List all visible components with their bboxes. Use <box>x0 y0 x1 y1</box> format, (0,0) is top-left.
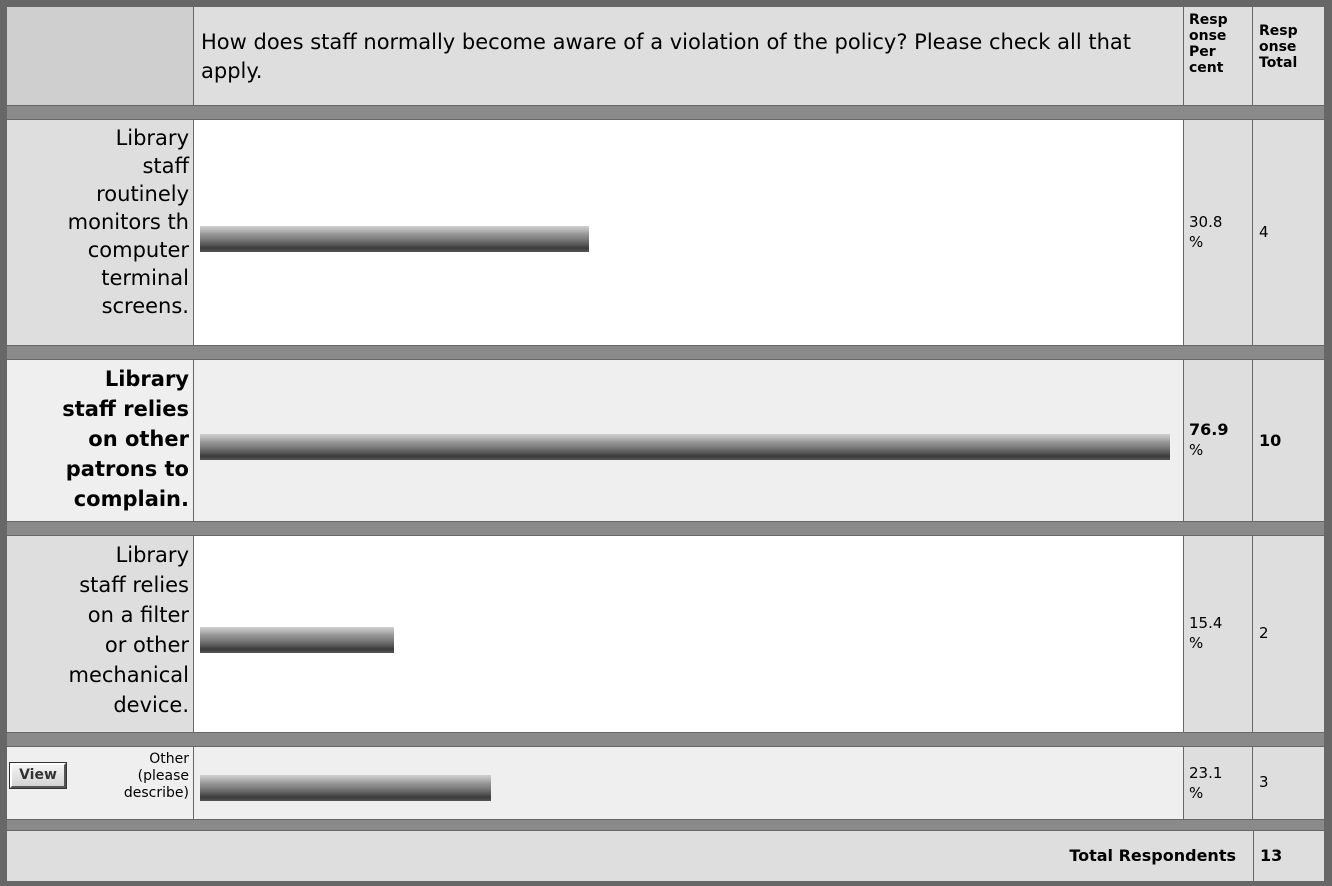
other-label-line: describe) <box>123 785 189 801</box>
answer-label-line: staff relies <box>79 573 189 597</box>
other-label-line: Other <box>149 751 189 767</box>
answer-label-line: device. <box>113 693 189 717</box>
answer-label-cell: Library staff routinely monitors th comp… <box>7 120 193 345</box>
view-other-responses-button[interactable]: View <box>9 762 67 789</box>
total-respondents-row: Total Respondents 13 <box>7 831 1324 881</box>
percent-value: 15.4 % <box>1189 613 1244 653</box>
percent-cell: 76.9 % <box>1184 360 1252 521</box>
percent-number: 15.4 <box>1189 614 1223 632</box>
total-value: 2 <box>1259 624 1269 642</box>
answer-label-line: screens. <box>101 294 189 318</box>
response-bar <box>200 775 491 801</box>
percent-cell: 15.4 % <box>1184 536 1252 732</box>
other-label: Other (please describe) <box>79 751 189 802</box>
percent-number: 23.1 <box>1189 764 1223 782</box>
row-separator <box>7 346 1324 359</box>
total-value: 3 <box>1259 773 1269 791</box>
total-header-line: onse <box>1259 39 1297 55</box>
row-separator <box>7 733 1324 746</box>
answer-label-line: on other <box>88 427 189 451</box>
total-value: 4 <box>1259 223 1269 241</box>
answer-label-line: routinely <box>96 182 189 206</box>
percent-header-line: onse <box>1189 28 1227 44</box>
response-percent-header: Resp onse Per cent <box>1184 7 1252 105</box>
total-cell: 4 <box>1253 120 1324 345</box>
response-bar <box>200 627 394 653</box>
response-row: Library staff relies on a filter or othe… <box>7 536 1324 732</box>
response-bar <box>200 434 1170 460</box>
answer-label: Library staff routinely monitors th comp… <box>9 124 189 320</box>
answer-label-line: or other <box>104 633 189 657</box>
percent-value: 30.8 % <box>1189 212 1244 252</box>
total-cell: 10 <box>1253 360 1324 521</box>
answer-label: Library staff relies on a filter or othe… <box>9 540 190 720</box>
response-bar <box>200 226 589 252</box>
answer-label-line: on a filter <box>87 603 189 627</box>
total-respondents-label-cell: Total Respondents <box>7 831 1252 881</box>
response-row: Library staff relies on other patrons to… <box>7 360 1324 521</box>
answer-label-line: patrons to <box>65 457 189 481</box>
row-separator <box>7 106 1324 119</box>
bar-cell <box>194 120 1183 345</box>
header-row: How does staff normally become aware of … <box>7 7 1324 105</box>
other-response-row: View Other (please describe) 23.1 % 3 <box>7 747 1324 819</box>
bar-cell <box>194 747 1183 819</box>
bar-cell <box>194 536 1183 732</box>
answer-label-line: monitors th <box>67 210 189 234</box>
percent-cell: 30.8 % <box>1184 120 1252 345</box>
percent-header-line: Resp <box>1189 12 1228 28</box>
percent-value: 23.1 % <box>1189 763 1244 803</box>
other-label-cell: View Other (please describe) <box>7 747 193 819</box>
percent-header-line: cent <box>1189 60 1224 76</box>
response-row: Library staff routinely monitors th comp… <box>7 120 1324 345</box>
question-text: How does staff normally become aware of … <box>201 30 1131 83</box>
total-cell: 3 <box>1253 747 1324 819</box>
percent-cell: 23.1 % <box>1184 747 1252 819</box>
total-header-line: Resp <box>1259 23 1298 39</box>
total-respondents-value-cell: 13 <box>1253 831 1324 881</box>
row-separator <box>7 820 1324 830</box>
answer-label-line: computer <box>87 238 189 262</box>
percent-number: 30.8 <box>1189 213 1223 231</box>
percent-sign: % <box>1189 441 1204 459</box>
answer-label-line: complain. <box>73 487 189 511</box>
other-label-line: (please <box>137 768 189 784</box>
percent-value: 76.9 % <box>1189 420 1244 460</box>
percent-sign: % <box>1189 634 1204 652</box>
total-respondents-value: 13 <box>1260 846 1283 865</box>
percent-number: 76.9 <box>1189 420 1229 439</box>
answer-label-cell: Library staff relies on other patrons to… <box>7 360 193 521</box>
answer-label-cell: Library staff relies on a filter or othe… <box>7 536 193 732</box>
answer-label: Library staff relies on other patrons to… <box>9 364 189 514</box>
total-header-line: Total <box>1259 55 1298 71</box>
total-respondents-label: Total Respondents <box>1069 846 1236 865</box>
row-separator <box>7 522 1324 535</box>
total-cell: 2 <box>1253 536 1324 732</box>
percent-sign: % <box>1189 233 1204 251</box>
total-value: 10 <box>1259 431 1282 450</box>
percent-header-line: Per <box>1189 44 1216 60</box>
answer-label-line: staff relies <box>62 397 189 421</box>
question-cell: How does staff normally become aware of … <box>194 7 1183 105</box>
answer-label-line: terminal <box>101 266 189 290</box>
answer-label-line: staff <box>142 154 189 178</box>
answer-label-line: Library <box>115 126 189 150</box>
response-total-header: Resp onse Total <box>1253 7 1324 105</box>
header-blank-cell <box>7 7 193 105</box>
bar-cell <box>194 360 1183 521</box>
answer-label-line: mechanical <box>68 663 190 687</box>
answer-label-line: Library <box>104 367 189 391</box>
percent-sign: % <box>1189 784 1204 802</box>
answer-label-line: Library <box>115 543 189 567</box>
